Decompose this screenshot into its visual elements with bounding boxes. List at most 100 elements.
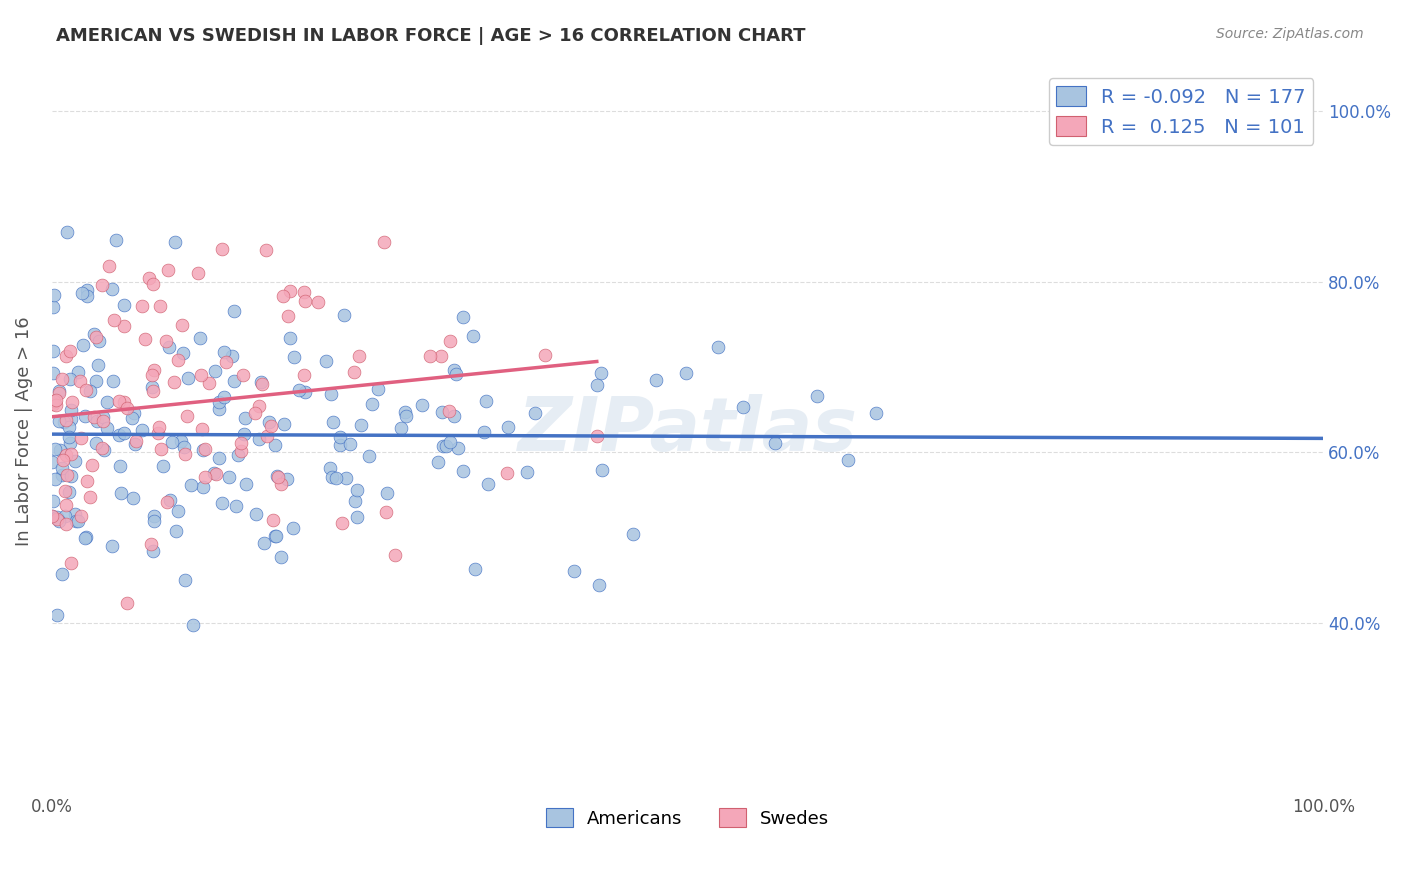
Point xyxy=(321,470,343,484)
Point xyxy=(48,386,70,401)
Point xyxy=(377,486,399,500)
Point xyxy=(187,266,209,280)
Point xyxy=(142,277,165,292)
Point xyxy=(65,515,87,529)
Point xyxy=(194,470,217,484)
Point xyxy=(134,332,156,346)
Point xyxy=(67,365,90,379)
Point xyxy=(79,384,101,399)
Point xyxy=(60,403,83,417)
Point xyxy=(82,458,104,473)
Point xyxy=(53,415,76,429)
Point xyxy=(142,514,165,528)
Point xyxy=(49,443,72,458)
Point xyxy=(72,338,94,352)
Point xyxy=(156,494,179,508)
Point xyxy=(202,466,225,480)
Point xyxy=(41,344,63,359)
Point xyxy=(53,483,76,498)
Point xyxy=(266,529,288,543)
Point xyxy=(58,430,80,444)
Point xyxy=(190,368,212,382)
Point xyxy=(325,471,347,485)
Point xyxy=(588,578,610,592)
Point xyxy=(294,294,316,309)
Point xyxy=(193,443,215,458)
Point xyxy=(173,573,195,587)
Point xyxy=(44,472,66,486)
Point xyxy=(51,461,73,475)
Point xyxy=(621,527,644,541)
Point xyxy=(283,350,305,364)
Point xyxy=(84,329,107,343)
Point xyxy=(271,289,294,303)
Point xyxy=(141,380,163,394)
Point xyxy=(91,414,114,428)
Point xyxy=(96,421,118,435)
Point xyxy=(160,435,183,450)
Point xyxy=(42,366,65,380)
Point xyxy=(112,395,135,409)
Point xyxy=(262,513,284,527)
Point xyxy=(384,548,406,562)
Point xyxy=(41,508,63,523)
Point xyxy=(155,334,177,348)
Point xyxy=(112,318,135,333)
Point xyxy=(108,394,131,409)
Point xyxy=(294,385,316,400)
Point xyxy=(564,564,586,578)
Point xyxy=(172,346,194,360)
Point xyxy=(211,242,233,256)
Point xyxy=(806,389,828,403)
Point xyxy=(250,376,273,391)
Point xyxy=(167,504,190,518)
Point xyxy=(215,355,238,369)
Point xyxy=(152,459,174,474)
Point xyxy=(253,535,276,549)
Point xyxy=(233,410,256,425)
Point xyxy=(46,509,69,524)
Point xyxy=(45,392,67,407)
Point xyxy=(586,377,609,392)
Point xyxy=(41,454,63,468)
Point xyxy=(212,390,235,404)
Legend: Americans, Swedes: Americans, Swedes xyxy=(538,801,837,835)
Point xyxy=(59,435,82,450)
Point xyxy=(108,428,131,442)
Point xyxy=(55,226,77,240)
Point xyxy=(429,349,451,363)
Point xyxy=(170,318,193,332)
Point xyxy=(124,437,146,451)
Point xyxy=(194,442,217,457)
Point xyxy=(165,524,187,538)
Point xyxy=(53,508,76,523)
Point xyxy=(434,439,457,453)
Point xyxy=(270,550,292,565)
Point xyxy=(52,453,75,467)
Point xyxy=(180,477,202,491)
Point xyxy=(346,483,368,497)
Point xyxy=(287,383,309,397)
Point xyxy=(254,244,277,258)
Point xyxy=(443,363,465,377)
Point xyxy=(143,363,166,377)
Y-axis label: In Labor Force | Age > 16: In Labor Force | Age > 16 xyxy=(15,316,32,546)
Point xyxy=(283,521,305,535)
Point xyxy=(277,310,299,324)
Point xyxy=(235,476,257,491)
Point xyxy=(208,402,231,417)
Point xyxy=(225,499,247,513)
Point xyxy=(51,467,73,482)
Point xyxy=(763,435,786,450)
Point xyxy=(270,477,292,491)
Point xyxy=(176,409,198,423)
Point xyxy=(464,562,486,576)
Point xyxy=(48,514,70,528)
Point xyxy=(250,375,273,389)
Point xyxy=(75,530,97,544)
Point xyxy=(41,509,63,524)
Point xyxy=(103,313,125,327)
Point xyxy=(193,480,215,494)
Point xyxy=(122,406,145,420)
Point xyxy=(591,463,613,477)
